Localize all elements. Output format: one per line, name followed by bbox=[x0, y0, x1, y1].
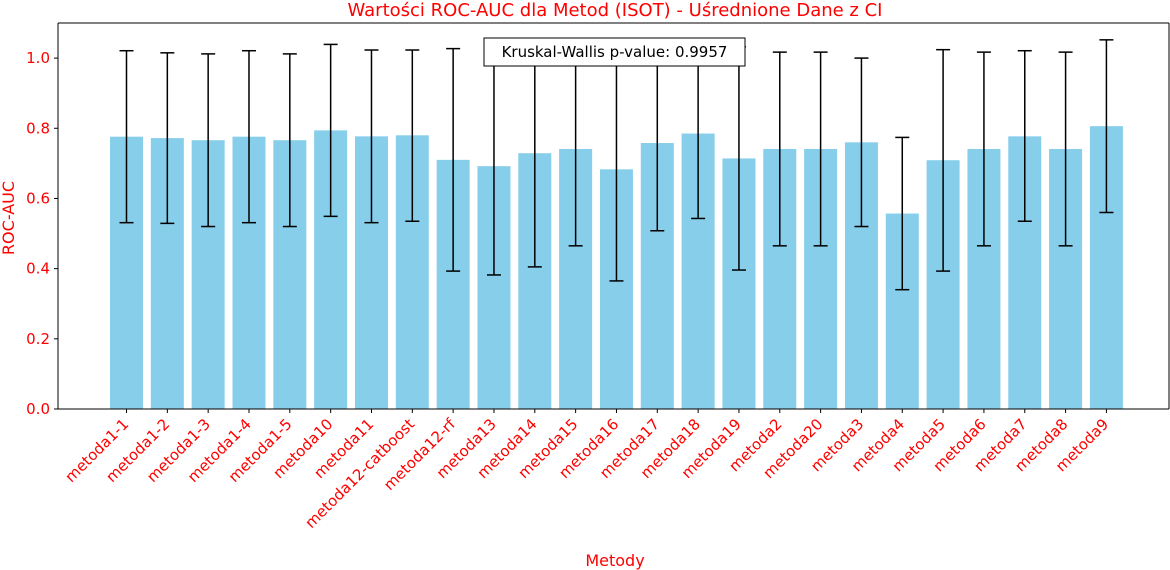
annotation-frame bbox=[483, 37, 746, 67]
error-bar-metoda6 bbox=[976, 51, 991, 247]
error-bar-metoda1-1 bbox=[119, 49, 134, 224]
chart-title: Wartości ROC-AUC dla Metod (ISOT) - Uśre… bbox=[348, 0, 883, 21]
annotation-box: Kruskal-Wallis p-value: 0.9957 bbox=[483, 37, 746, 67]
y-tick-label: 1.0 bbox=[26, 49, 50, 67]
y-tick-label: 0.4 bbox=[26, 260, 50, 278]
y-axis-label: ROC-AUC bbox=[0, 181, 18, 255]
error-bar-metoda3 bbox=[854, 57, 869, 228]
error-bar-metoda20 bbox=[813, 51, 828, 247]
error-bar-metoda5 bbox=[936, 48, 951, 272]
y-tick-label: 0.0 bbox=[26, 400, 50, 418]
error-bar-metoda2 bbox=[772, 51, 787, 247]
error-bar-metoda11 bbox=[364, 49, 379, 224]
y-tick-label: 0.2 bbox=[26, 330, 50, 348]
error-bar-metoda1-3 bbox=[201, 53, 216, 228]
errorbars-layer bbox=[119, 38, 1114, 291]
y-tick-label: 0.6 bbox=[26, 189, 50, 207]
y-tick-label: 0.8 bbox=[26, 119, 50, 137]
bars-layer bbox=[110, 126, 1123, 410]
error-bar-metoda10 bbox=[323, 43, 338, 218]
error-bar-metoda1-5 bbox=[282, 53, 297, 228]
annotation-text: Kruskal-Wallis p-value: 0.9957 bbox=[502, 43, 728, 61]
x-axis-label: Metody bbox=[585, 551, 644, 570]
error-bar-metoda12-rf bbox=[446, 47, 461, 272]
error-bar-metoda7 bbox=[1017, 49, 1032, 223]
error-bar-metoda12-catboost bbox=[405, 49, 420, 223]
error-bar-metoda1-4 bbox=[241, 49, 256, 224]
error-bar-metoda4 bbox=[895, 136, 910, 291]
error-bar-metoda1-2 bbox=[160, 52, 175, 225]
error-bar-metoda9 bbox=[1099, 39, 1114, 214]
error-bar-metoda8 bbox=[1058, 51, 1073, 247]
